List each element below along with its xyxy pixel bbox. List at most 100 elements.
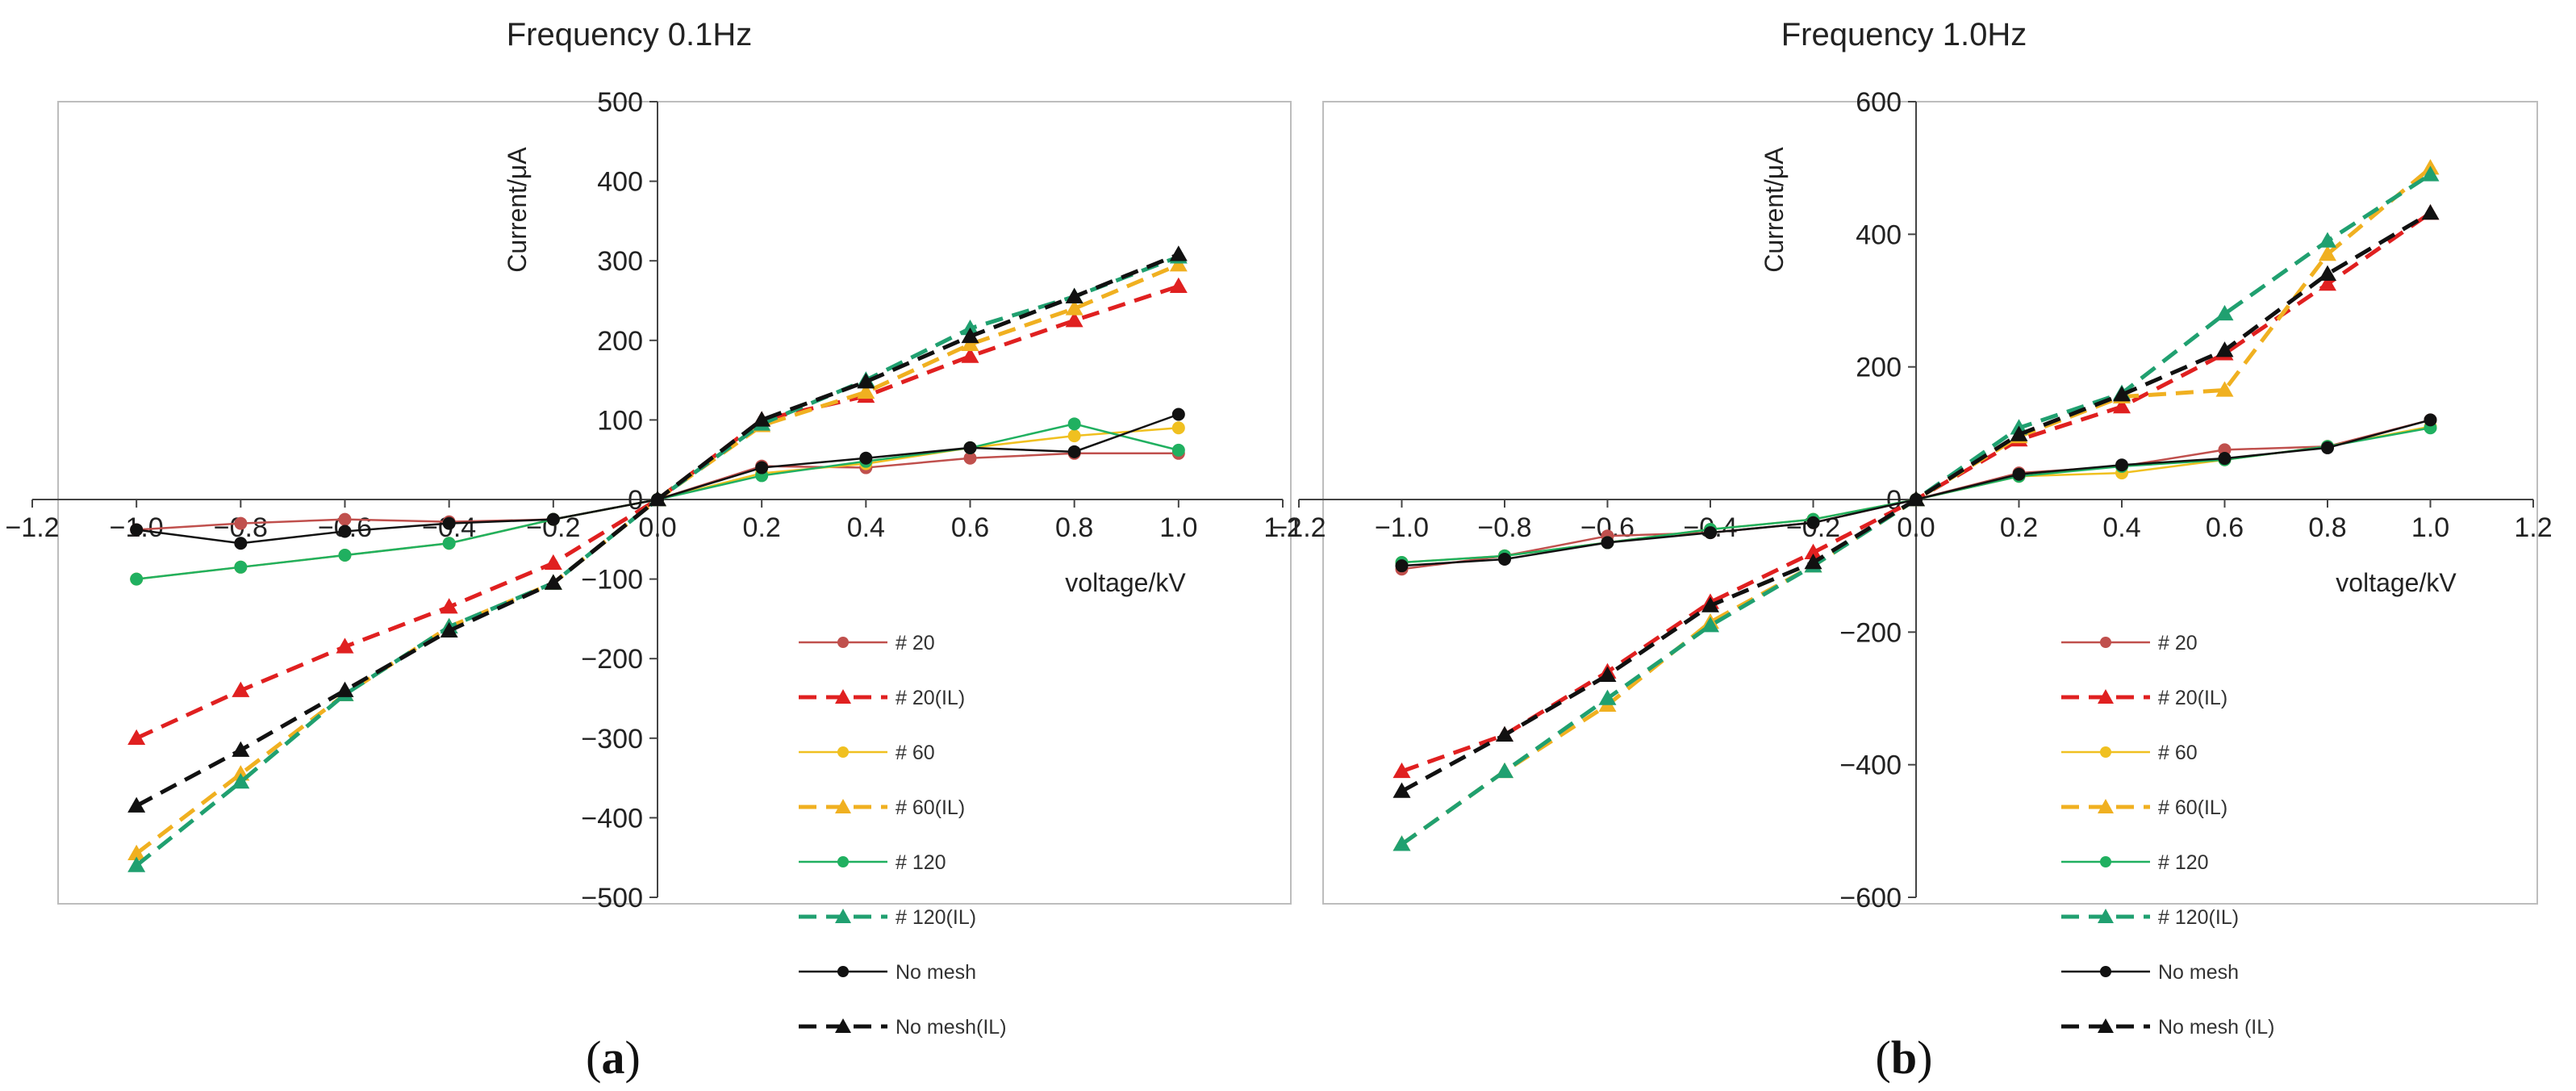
legend-marker <box>2098 909 2114 923</box>
y-tick-label: 100 <box>597 405 643 436</box>
subfigure-label: (b) <box>1876 1031 1933 1084</box>
x-tick-label: 0.0 <box>638 512 676 543</box>
data-point <box>338 512 352 526</box>
legend-label: # 60 <box>896 742 935 764</box>
x-axis-label: voltage/kV <box>2336 568 2457 597</box>
x-tick-label: 0.2 <box>2000 512 2038 543</box>
legend-item: No mesh (IL) <box>2061 1016 2274 1039</box>
subfigure-paren-close: ) <box>625 1031 641 1084</box>
data-point <box>1498 552 1511 566</box>
y-tick-label: −500 <box>581 883 643 913</box>
chart-panel-1: Frequency 0.1Hz−1.2−1.0−0.8−0.6−0.4−0.20… <box>5 17 1301 1084</box>
x-tick-label: −1.2 <box>1271 512 1326 543</box>
data-point <box>1804 543 1822 559</box>
data-point <box>1701 617 1719 633</box>
data-point <box>1169 245 1188 261</box>
x-tick-label: 0.8 <box>1055 512 1093 543</box>
x-tick-label: 1.2 <box>2514 512 2552 543</box>
y-axis-label: Current/μA <box>1760 147 1789 273</box>
data-point <box>1704 526 1717 540</box>
data-point <box>2113 397 2131 414</box>
data-point <box>127 729 146 746</box>
legend-label: No mesh <box>896 961 976 984</box>
data-point <box>2321 441 2334 454</box>
y-axis-label: Current/μA <box>503 147 532 273</box>
y-tick-label: −200 <box>1839 617 1902 648</box>
x-tick-label: 1.0 <box>1159 512 1197 543</box>
data-point <box>1171 443 1185 457</box>
data-point <box>2010 425 2028 441</box>
data-point <box>2319 274 2336 291</box>
data-point <box>442 537 456 550</box>
y-tick-label: 500 <box>597 87 643 118</box>
data-point <box>232 681 250 697</box>
y-tick-label: 200 <box>597 326 643 357</box>
series-8 <box>127 245 1188 813</box>
legend-item: # 60 <box>799 742 935 764</box>
legend-label: No mesh (IL) <box>2158 1016 2274 1039</box>
data-point <box>336 637 354 654</box>
data-point <box>2012 467 2026 481</box>
data-point <box>440 598 458 614</box>
data-point <box>1065 287 1083 303</box>
series-8 <box>1392 204 2440 798</box>
legend-marker <box>2098 689 2114 704</box>
data-point <box>1067 429 1081 443</box>
chart-title: Frequency 0.1Hz <box>507 17 753 52</box>
data-point <box>2421 204 2440 220</box>
x-tick-label: 0.6 <box>2206 512 2244 543</box>
legend-label: # 120(IL) <box>2158 906 2239 929</box>
data-point <box>963 451 977 465</box>
data-point <box>338 549 352 562</box>
x-tick-label: 1.2 <box>1263 512 1301 543</box>
data-point <box>753 411 771 427</box>
data-point <box>857 373 875 389</box>
data-point <box>2424 413 2437 427</box>
data-point <box>130 523 144 537</box>
data-point <box>1496 762 1513 779</box>
data-point <box>963 441 977 454</box>
data-point <box>2421 165 2440 182</box>
data-point <box>1907 491 1925 507</box>
x-tick-label: 0.4 <box>847 512 885 543</box>
x-tick-label: −1.2 <box>5 512 59 543</box>
data-point <box>1392 782 1411 798</box>
data-point <box>649 491 666 507</box>
series-line <box>136 284 1179 741</box>
legend-marker <box>2098 799 2114 813</box>
legend-item: No mesh <box>2061 961 2239 984</box>
subfigure-paren-close: ) <box>1917 1031 1932 1084</box>
data-point <box>961 335 979 351</box>
data-point <box>127 796 146 813</box>
data-point <box>442 516 456 530</box>
data-point <box>2215 304 2234 321</box>
data-point <box>1171 408 1185 421</box>
data-point <box>232 741 250 757</box>
data-point <box>1392 835 1411 851</box>
subfigure-paren-open: ( <box>1876 1031 1891 1084</box>
chart-title: Frequency 1.0Hz <box>1781 17 2027 52</box>
legend-item: # 20 <box>799 632 935 654</box>
data-point <box>1171 421 1185 435</box>
legend-marker <box>835 909 851 923</box>
legend-label: # 20(IL) <box>2158 687 2227 709</box>
y-tick-label: −100 <box>581 565 643 596</box>
x-tick-label: 0.8 <box>2308 512 2346 543</box>
legend: # 20 # 20(IL) # 60 # 60(IL) # 120 # 120(IL) No… <box>2061 632 2274 1039</box>
x-tick-label: 1.0 <box>2411 512 2449 543</box>
data-point <box>544 574 562 590</box>
legend-item: No mesh <box>799 961 976 984</box>
data-point <box>336 681 354 697</box>
data-point <box>234 516 248 530</box>
data-point <box>2319 265 2336 281</box>
legend-label: # 20(IL) <box>896 687 965 709</box>
data-point <box>2113 386 2131 402</box>
data-point <box>1804 554 1822 570</box>
data-point <box>1392 762 1411 779</box>
x-tick-label: −0.8 <box>1477 512 1531 543</box>
data-point <box>755 461 769 474</box>
data-point <box>1598 666 1617 682</box>
x-tick-label: 0.0 <box>1897 512 1935 543</box>
y-tick-label: 300 <box>597 246 643 277</box>
legend-marker <box>837 966 849 977</box>
